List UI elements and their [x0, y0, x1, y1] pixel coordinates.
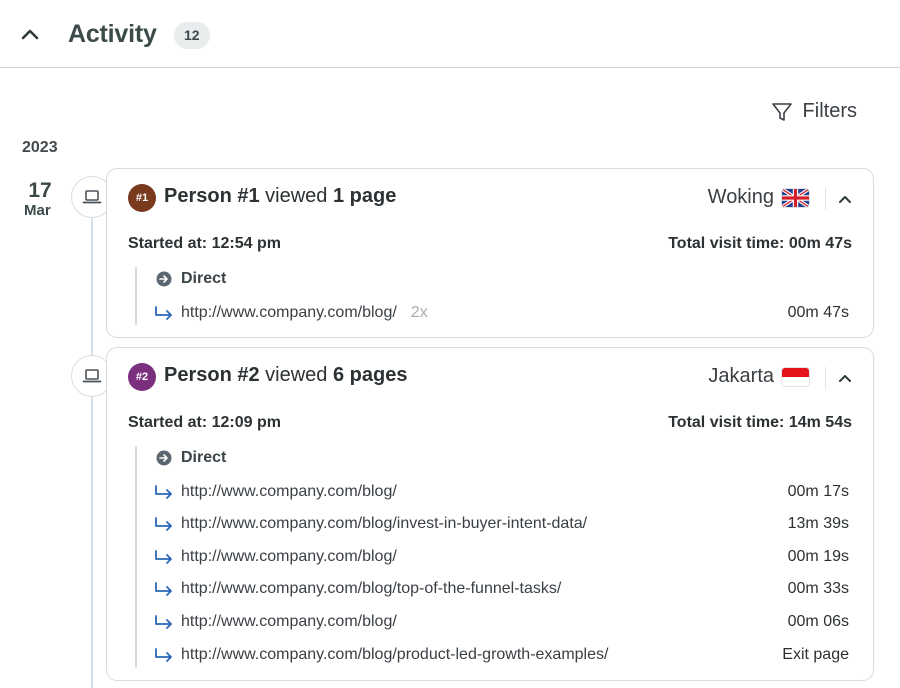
- year-label: 2023: [22, 139, 58, 156]
- traffic-source-label: Direct: [181, 449, 227, 466]
- page-url-link[interactable]: http://www.company.com/blog/top-of-the-f…: [181, 580, 562, 597]
- activity-header: Activity 12: [0, 0, 900, 68]
- return-arrow-icon: [155, 550, 172, 564]
- page-visit-row: http://www.company.com/blog/ 2x 00m 47s: [154, 300, 849, 326]
- session-title: Person #1 viewed 1 page: [164, 185, 396, 208]
- activity-title: Activity: [68, 20, 157, 48]
- laptop-icon: [82, 369, 102, 383]
- session-card: #1 Person #1 viewed 1 page Woking Starte…: [106, 168, 874, 338]
- page-url-link[interactable]: http://www.company.com/blog/: [181, 613, 397, 630]
- repeat-count: 2x: [410, 304, 428, 321]
- visit-duration: 00m 47s: [787, 304, 849, 321]
- chevron-up-icon[interactable]: [837, 370, 853, 386]
- traffic-source-label: Direct: [181, 270, 227, 287]
- filters-button[interactable]: Filters: [771, 100, 857, 123]
- visit-rail: [135, 267, 137, 325]
- session-card: #2 Person #2 viewed 6 pages Jakarta Star…: [106, 347, 874, 681]
- laptop-icon: [82, 190, 102, 204]
- page-url-link[interactable]: http://www.company.com/blog/: [181, 548, 397, 565]
- session-location: Jakarta: [708, 365, 809, 388]
- page-visit-row: http://www.company.com/blog/ 00m 06s: [154, 609, 849, 635]
- activity-count-badge: 12: [174, 22, 210, 49]
- return-arrow-icon: [155, 306, 172, 320]
- visit-duration: 13m 39s: [787, 515, 849, 532]
- return-arrow-icon: [155, 615, 172, 629]
- session-title: Person #2 viewed 6 pages: [164, 364, 407, 387]
- divider: [824, 188, 826, 210]
- location-city: Jakarta: [708, 365, 774, 387]
- traffic-source: Direct: [156, 270, 226, 288]
- page-count: 1 page: [332, 185, 397, 207]
- total-visit-time: Total visit time: 00m 47s: [668, 235, 852, 252]
- return-arrow-icon: [155, 485, 172, 499]
- date-day: 17: [28, 179, 52, 202]
- page-visit-row: http://www.company.com/blog/top-of-the-f…: [154, 576, 849, 602]
- page-url-link[interactable]: http://www.company.com/blog/invest-in-bu…: [181, 515, 588, 532]
- divider: [824, 367, 826, 389]
- page-visit-row: http://www.company.com/blog/ 00m 17s: [154, 479, 849, 505]
- person-name[interactable]: Person #2: [164, 364, 260, 386]
- filters-label: Filters: [802, 100, 857, 122]
- viewed-text: viewed: [259, 185, 333, 207]
- visit-duration: 00m 17s: [787, 483, 849, 500]
- indonesia-flag-icon: [782, 367, 809, 386]
- visit-duration: 00m 06s: [787, 613, 849, 630]
- location-city: Woking: [707, 186, 774, 208]
- date-month: Mar: [24, 202, 51, 219]
- page-visit-row: http://www.company.com/blog/ 00m 19s: [154, 544, 849, 570]
- page-visit-row: http://www.company.com/blog/product-led-…: [154, 642, 849, 668]
- uk-flag-icon: [782, 188, 809, 207]
- visit-rail: [135, 446, 137, 668]
- return-arrow-icon: [155, 582, 172, 596]
- person-name[interactable]: Person #1: [164, 185, 260, 207]
- arrow-circle-icon: [156, 271, 172, 287]
- page-visit-row: http://www.company.com/blog/invest-in-bu…: [154, 511, 849, 537]
- started-at: Started at: 12:09 pm: [128, 414, 281, 431]
- visit-duration: 00m 33s: [787, 580, 849, 597]
- started-at: Started at: 12:54 pm: [128, 235, 281, 252]
- page-url-link[interactable]: http://www.company.com/blog/: [181, 483, 397, 500]
- chevron-up-icon[interactable]: [20, 24, 40, 44]
- visit-duration: 00m 19s: [787, 548, 849, 565]
- viewed-text: viewed: [259, 364, 333, 386]
- page-url-link[interactable]: http://www.company.com/blog/: [181, 304, 397, 321]
- page-url-link[interactable]: http://www.company.com/blog/product-led-…: [181, 646, 609, 663]
- visit-duration: Exit page: [782, 646, 849, 663]
- return-arrow-icon: [155, 648, 172, 662]
- page-count: 6 pages: [332, 364, 408, 386]
- return-arrow-icon: [155, 517, 172, 531]
- session-location: Woking: [708, 186, 809, 209]
- person-avatar-badge: #1: [128, 184, 156, 212]
- chevron-up-icon[interactable]: [837, 191, 853, 207]
- person-avatar-badge: #2: [128, 363, 156, 391]
- timeline-line: [91, 218, 93, 688]
- total-visit-time: Total visit time: 14m 54s: [668, 414, 852, 431]
- traffic-source: Direct: [156, 449, 226, 467]
- filter-icon: [771, 102, 792, 121]
- arrow-circle-icon: [156, 450, 172, 466]
